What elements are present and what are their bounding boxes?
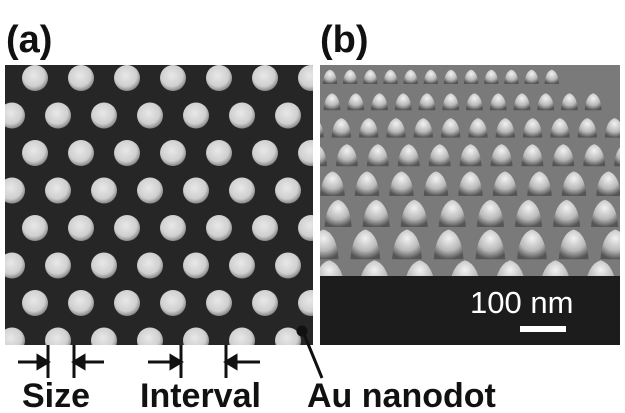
nanodot	[68, 215, 94, 241]
nanodot	[183, 178, 209, 204]
nanodot	[0, 178, 25, 204]
nanodot	[229, 328, 255, 354]
nanodot	[206, 290, 232, 316]
nanodot	[45, 253, 71, 279]
annotation: Size	[22, 377, 90, 413]
nanodot	[114, 290, 140, 316]
nanodot	[275, 178, 301, 204]
nanodot	[137, 103, 163, 129]
nanodot	[114, 215, 140, 241]
nanodot	[229, 103, 255, 129]
nanodot	[91, 328, 117, 354]
nanodot	[114, 140, 140, 166]
nanodot	[0, 328, 25, 354]
nanodot	[229, 253, 255, 279]
nanodot	[160, 65, 186, 91]
nanodot	[160, 140, 186, 166]
panel-label: (a)	[6, 19, 52, 61]
scale-bar	[520, 326, 566, 332]
nanodot	[183, 103, 209, 129]
nanodot	[0, 253, 25, 279]
nanodot	[137, 178, 163, 204]
nanodot	[68, 65, 94, 91]
nanodot	[206, 215, 232, 241]
nanodot	[160, 215, 186, 241]
nanodot	[0, 290, 2, 316]
nanodot	[91, 103, 117, 129]
nanodot	[22, 215, 48, 241]
scale-label: 100 nm	[470, 285, 573, 320]
nanodot	[160, 290, 186, 316]
nanodot	[22, 140, 48, 166]
nanodot	[275, 253, 301, 279]
panel-label: (b)	[320, 19, 369, 61]
nanodot	[252, 65, 278, 91]
page: (a) (b) 100 nm Size Interval Au nanodot …	[0, 0, 625, 413]
nanodot	[68, 290, 94, 316]
nanodot	[0, 103, 25, 129]
nanodot	[0, 215, 2, 241]
figure: (a) (b) 100 nm Size Interval Au nanodot	[0, 0, 625, 413]
nanodot	[114, 65, 140, 91]
annotation: Interval	[140, 377, 261, 413]
nanodot	[183, 253, 209, 279]
nanodot	[91, 178, 117, 204]
nanodot	[0, 65, 2, 91]
nanodot	[45, 103, 71, 129]
nanodot	[229, 178, 255, 204]
nanodot	[45, 178, 71, 204]
nanodot	[252, 290, 278, 316]
nanodot	[68, 140, 94, 166]
annotation: Au nanodot	[307, 377, 496, 413]
nanodot	[183, 328, 209, 354]
nanodot	[137, 253, 163, 279]
nanodot	[252, 140, 278, 166]
nanodot	[91, 253, 117, 279]
nanodot	[137, 328, 163, 354]
nanodot	[206, 65, 232, 91]
nanodot	[22, 290, 48, 316]
nanodot	[0, 140, 2, 166]
nanodot	[252, 215, 278, 241]
nanodot	[206, 140, 232, 166]
nanodot	[275, 103, 301, 129]
nanodot	[22, 65, 48, 91]
